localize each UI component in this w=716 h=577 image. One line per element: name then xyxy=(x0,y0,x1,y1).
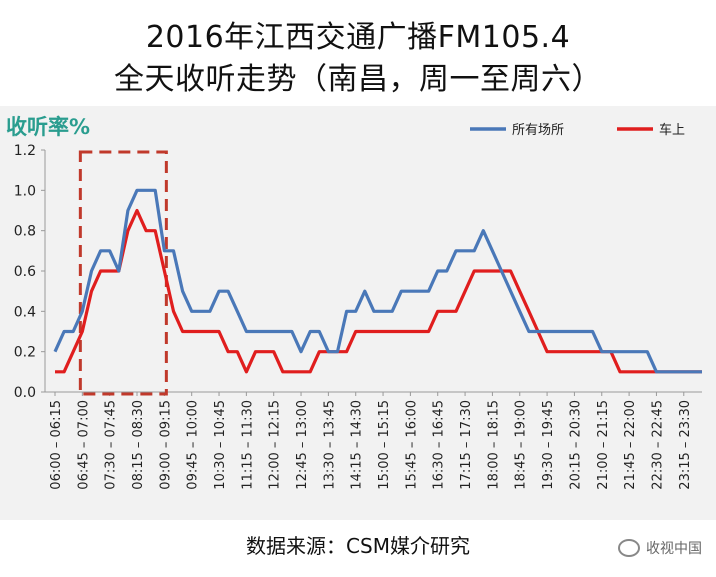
x-tick-label: 08:15 – 08:30 xyxy=(131,400,146,490)
x-tick-label: 07:30 – 07:45 xyxy=(104,400,119,490)
x-tick-label: 18:00 – 18:15 xyxy=(486,400,501,490)
series-line-all-places xyxy=(53,188,702,374)
x-tick-label: 21:00 – 21:15 xyxy=(596,400,611,490)
chart-title-line-2: 全天收听走势（南昌，周一至周六） xyxy=(114,62,602,97)
x-tick-label: 20:15 – 20:30 xyxy=(568,400,583,490)
x-tick-label: 11:15 – 11:30 xyxy=(240,400,255,490)
chart-area: 收听率% 0.0 0.2 0.4 0.6 0.8 1.0 1.2 06:00 – 06:15 06… xyxy=(0,106,716,520)
watermark-text: 收视中国 xyxy=(646,541,702,557)
data-source-note: 数据来源：CSM媒介研究 xyxy=(246,534,470,558)
x-tick-label: 18:45 – 19:00 xyxy=(514,400,529,490)
y-axis-label: 收听率% xyxy=(6,115,90,139)
x-tick-label: 16:30 – 16:45 xyxy=(432,400,447,490)
series-line-in-car xyxy=(55,208,702,374)
y-tick-label: 0.2 xyxy=(14,345,36,361)
x-tick-label: 23:15 – 23:30 xyxy=(678,400,693,490)
x-tick-label: 09:45 – 10:00 xyxy=(186,400,201,490)
line-chart: 收听率% 0.0 0.2 0.4 0.6 0.8 1.0 1.2 06:00 – 06:15 06… xyxy=(6,115,702,490)
x-tick-label: 09:00 – 09:15 xyxy=(158,400,173,490)
x-tick-label: 12:00 – 12:15 xyxy=(268,400,283,490)
x-tick-label: 22:30 – 22:45 xyxy=(650,400,665,490)
y-tick-label: 0.4 xyxy=(14,304,36,320)
x-tick-label: 06:00 – 06:15 xyxy=(49,400,64,490)
legend-label-in-car: 车上 xyxy=(659,122,685,138)
x-tick-label: 12:45 – 13:00 xyxy=(295,400,310,490)
x-tick-label: 19:30 – 19:45 xyxy=(541,400,556,490)
x-tick-label: 17:15 – 17:30 xyxy=(459,400,474,490)
legend-label-all-places: 所有场所 xyxy=(512,123,564,138)
x-tick-label: 13:30 – 13:45 xyxy=(322,400,337,490)
x-tick-label: 06:45 – 07:00 xyxy=(76,400,91,490)
highlight-box xyxy=(78,150,168,396)
watermark: 收视中国 xyxy=(618,538,702,558)
y-tick-label: 0.0 xyxy=(14,385,36,401)
y-tick-label: 0.8 xyxy=(14,224,36,240)
x-tick-label: 21:45 – 22:00 xyxy=(623,400,638,490)
x-tick-label: 14:15 – 14:30 xyxy=(350,400,365,490)
y-tick-label: 1.2 xyxy=(14,143,36,159)
wechat-icon xyxy=(618,539,640,557)
y-tick-label: 1.0 xyxy=(14,183,36,199)
x-tick-label: 15:45 – 16:00 xyxy=(404,400,419,490)
x-tick-label: 15:00 – 15:15 xyxy=(377,400,392,490)
x-tick-label: 10:30 – 10:45 xyxy=(213,400,228,490)
y-tick-label: 0.6 xyxy=(14,264,36,280)
chart-title-line-1: 2016年江西交通广播FM105.4 xyxy=(145,20,571,55)
